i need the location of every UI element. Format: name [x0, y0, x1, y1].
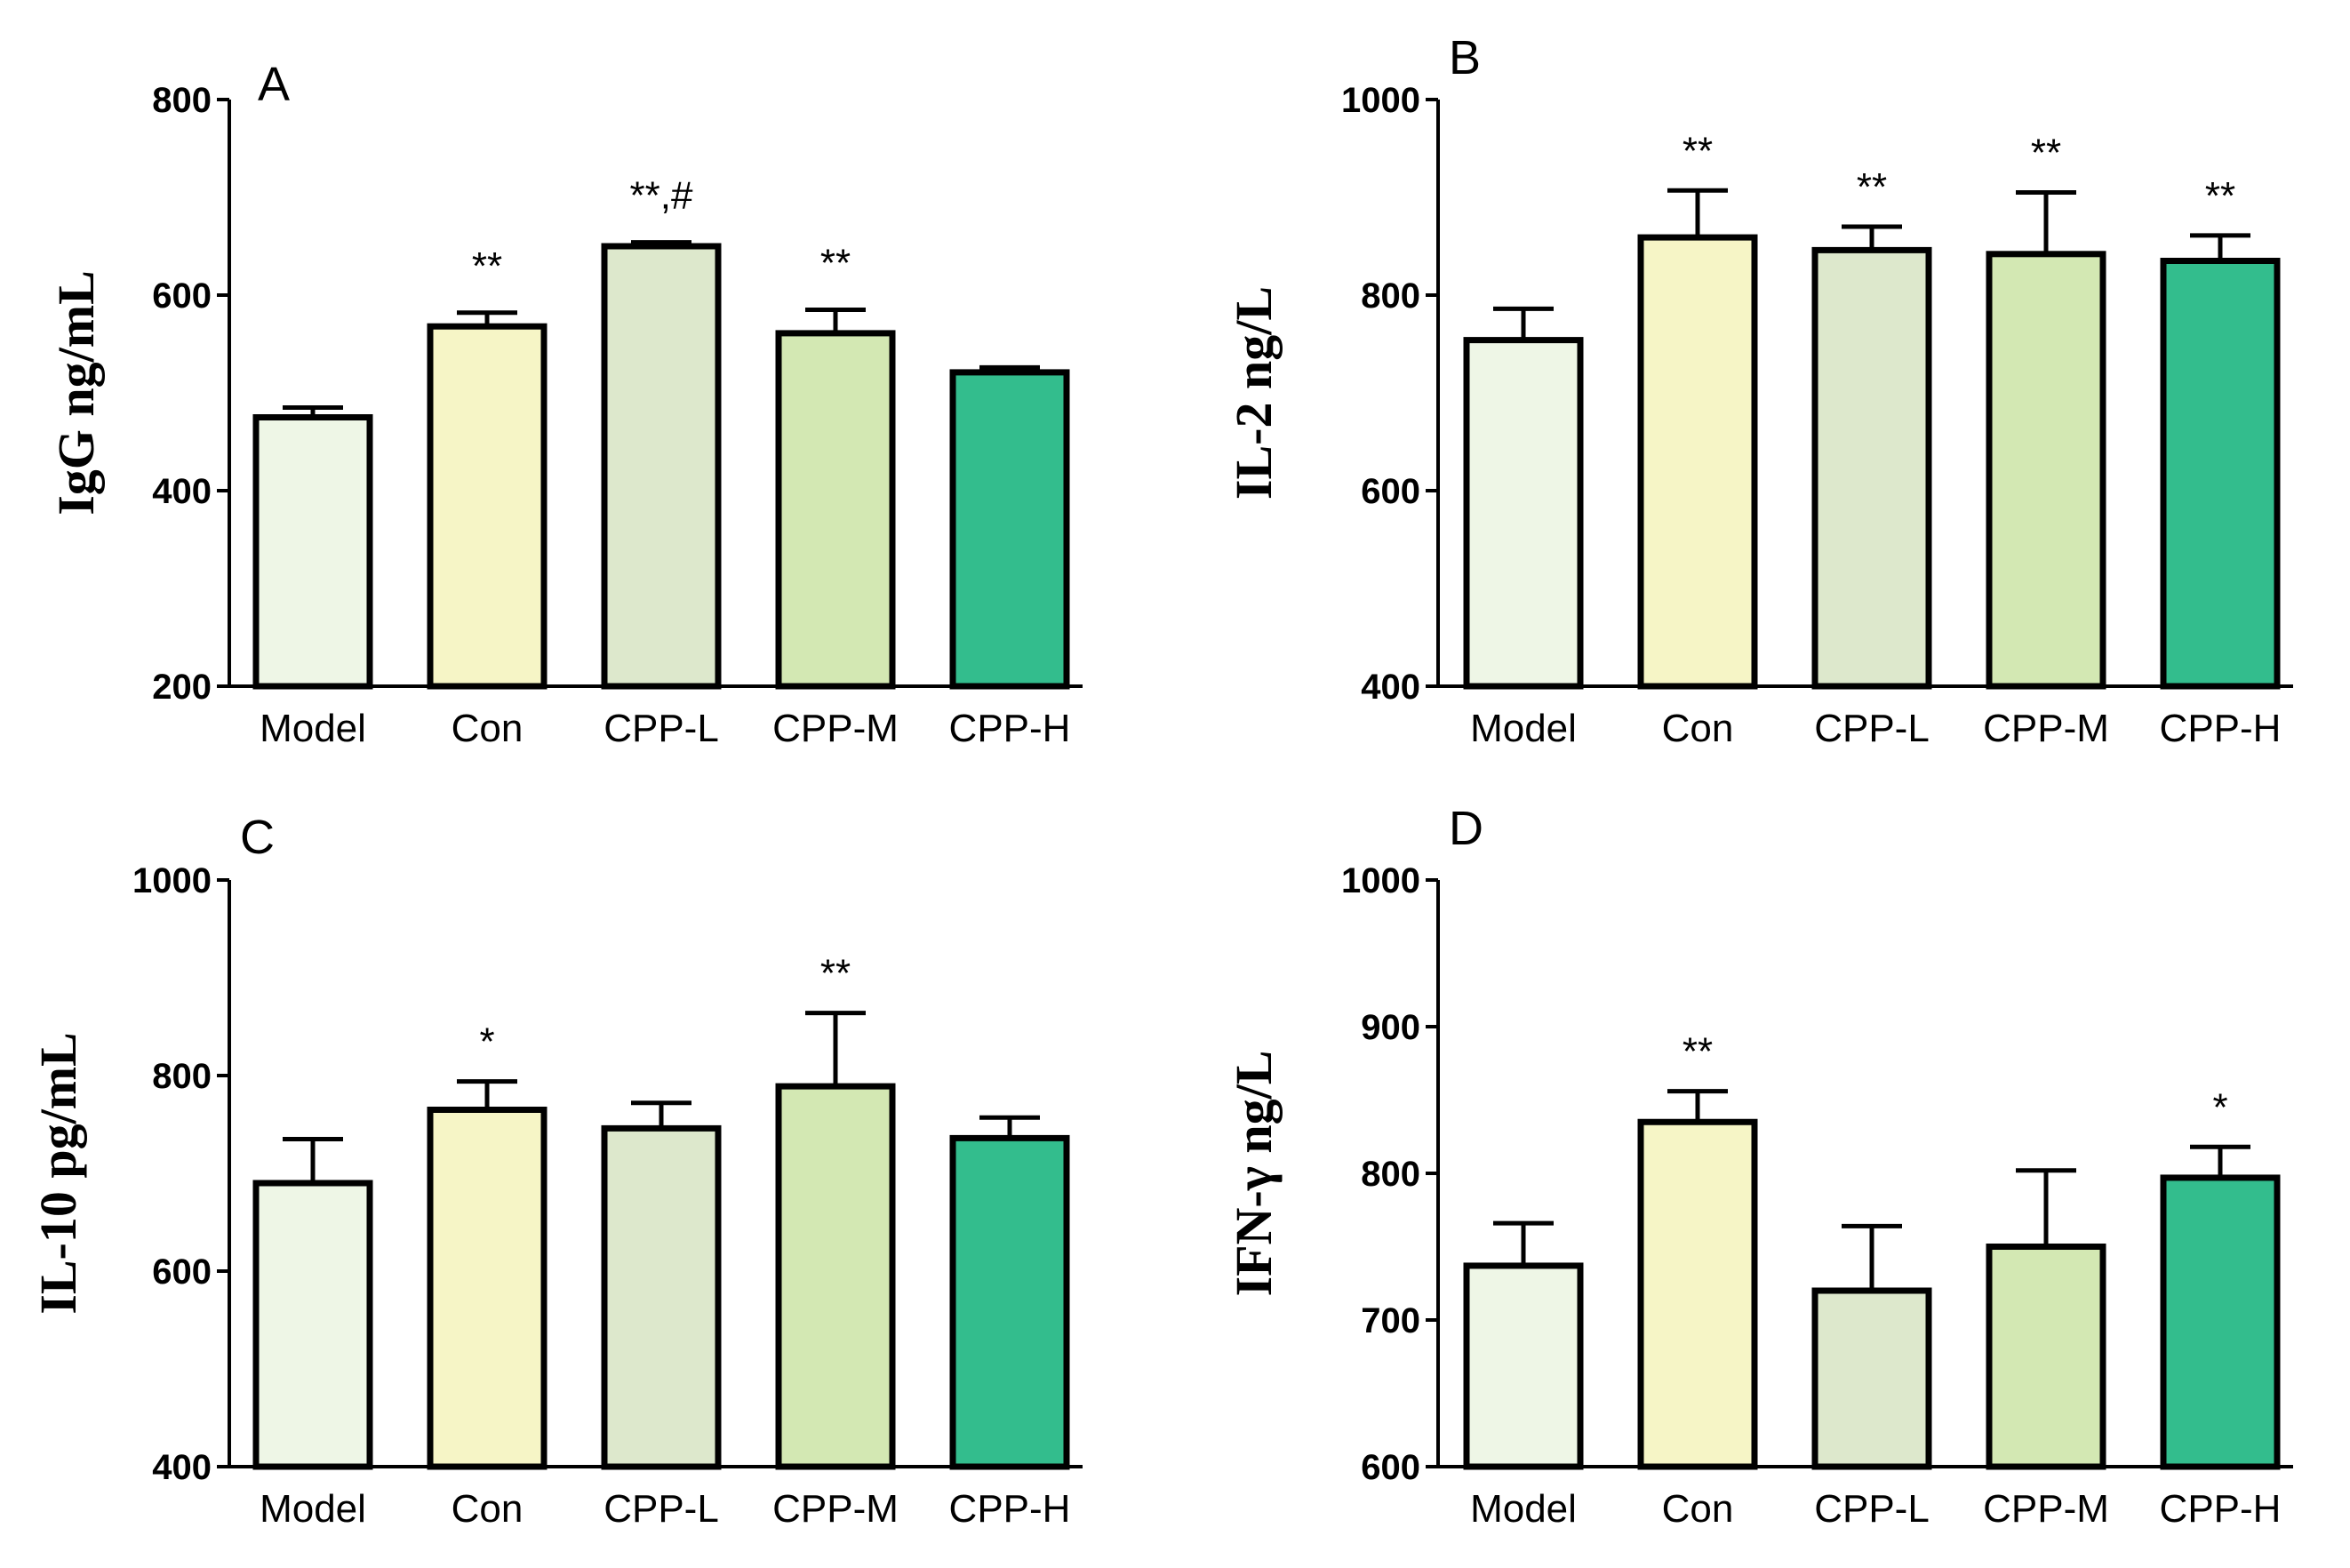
x-tick-label: CPP-L	[603, 707, 719, 750]
panel-letter: D	[1449, 802, 1483, 855]
x-tick-label: CPP-H	[2160, 707, 2282, 750]
significance-label: **	[1857, 165, 1887, 209]
x-tick-label: Con	[1662, 1487, 1734, 1531]
bar-cpp-m	[1986, 1244, 2106, 1470]
significance-label: **	[472, 244, 502, 288]
x-tick-label: Model	[1470, 1487, 1577, 1531]
y-axis-label: IgG ng/mL	[47, 270, 105, 516]
bar-model	[252, 1180, 373, 1470]
x-tick-label: Con	[1662, 707, 1734, 750]
y-tick-label: 800	[1361, 276, 1420, 316]
significance-label: *	[479, 1020, 494, 1064]
x-tick-label: CPP-L	[1814, 707, 1930, 750]
panel-letter: A	[258, 58, 290, 111]
significance-label: **	[1683, 1030, 1713, 1074]
significance-label: **	[2205, 174, 2235, 218]
y-tick-label: 600	[152, 1252, 212, 1292]
y-tick-label: 400	[152, 472, 212, 511]
bar-cpp-h	[949, 369, 1070, 690]
y-tick-label: 600	[152, 276, 212, 316]
y-tick-label: 400	[1361, 668, 1420, 707]
x-tick-label: Con	[452, 707, 524, 750]
significance-label: **	[820, 242, 851, 285]
y-tick-label: 1000	[132, 861, 212, 900]
x-tick-label: CPP-H	[949, 707, 1071, 750]
significance-label: **,#	[630, 174, 693, 218]
y-tick-label: 1000	[1341, 861, 1420, 900]
significance-label: **	[1683, 129, 1713, 172]
bar-cpp-h	[2160, 258, 2281, 690]
chart-panel-c: 400 600 800 1000 IL-10 pg/mL C Model Con * CPP-L C…	[29, 811, 1083, 1531]
x-tick-label: CPP-H	[2160, 1487, 2282, 1531]
bar-cpp-h	[949, 1134, 1070, 1470]
bar-con	[1637, 234, 1758, 690]
bar-model	[252, 414, 373, 690]
bar-model	[1463, 337, 1584, 690]
y-tick-label: 400	[152, 1448, 212, 1487]
y-axis-label: IL-2 ng/L	[1225, 286, 1283, 500]
y-axis-label: IL-10 pg/mL	[29, 1032, 87, 1314]
bar-cpp-l	[1811, 1287, 1932, 1470]
x-tick-label: CPP-L	[1814, 1487, 1930, 1531]
bar-con	[427, 323, 548, 690]
bar-cpp-m	[1986, 251, 2106, 690]
x-tick-label: Model	[1470, 707, 1577, 750]
x-tick-label: CPP-H	[949, 1487, 1071, 1531]
bar-cpp-l	[601, 243, 722, 690]
x-tick-label: CPP-L	[603, 1487, 719, 1531]
y-tick-label: 1000	[1341, 81, 1420, 120]
x-tick-label: Model	[260, 1487, 366, 1531]
y-tick-label: 800	[152, 1057, 212, 1096]
significance-label: **	[2031, 132, 2061, 175]
significance-label: *	[2212, 1085, 2227, 1129]
bar-cpp-h	[2160, 1174, 2281, 1470]
bar-cpp-l	[1811, 246, 1932, 690]
bar-model	[1463, 1262, 1584, 1470]
chart-panel-b: 400 600 800 1000 IL-2 ng/L B Model Con ** CPP-L **…	[1225, 31, 2293, 750]
y-tick-label: 900	[1361, 1008, 1420, 1047]
bar-cpp-l	[601, 1124, 722, 1470]
x-tick-label: CPP-M	[1983, 707, 2109, 750]
chart-panel-d: 600 700 800 900 1000 IFN-γ ng/L D Model Con ** CPP…	[1225, 802, 2293, 1531]
bar-cpp-m	[775, 1083, 896, 1470]
y-tick-label: 600	[1361, 472, 1420, 511]
panel-letter: C	[240, 811, 275, 864]
bar-cpp-m	[775, 330, 896, 690]
y-tick-label: 800	[152, 81, 212, 120]
bar-con	[1637, 1118, 1758, 1470]
panel-letter: B	[1449, 31, 1481, 84]
x-tick-label: CPP-M	[772, 1487, 899, 1531]
x-tick-label: Model	[260, 707, 366, 750]
x-tick-label: CPP-M	[772, 707, 899, 750]
y-tick-label: 700	[1361, 1301, 1420, 1340]
y-axis-label: IFN-γ ng/L	[1225, 1051, 1283, 1297]
significance-label: **	[820, 952, 851, 996]
chart-panel-a: 200 400 600 800 IgG ng/mL A Model Con ** CPP-L **,…	[47, 58, 1083, 750]
y-tick-label: 800	[1361, 1155, 1420, 1194]
bar-con	[427, 1107, 548, 1470]
y-tick-label: 200	[152, 668, 212, 707]
x-tick-label: CPP-M	[1983, 1487, 2109, 1531]
y-tick-label: 600	[1361, 1448, 1420, 1487]
x-tick-label: Con	[452, 1487, 524, 1531]
